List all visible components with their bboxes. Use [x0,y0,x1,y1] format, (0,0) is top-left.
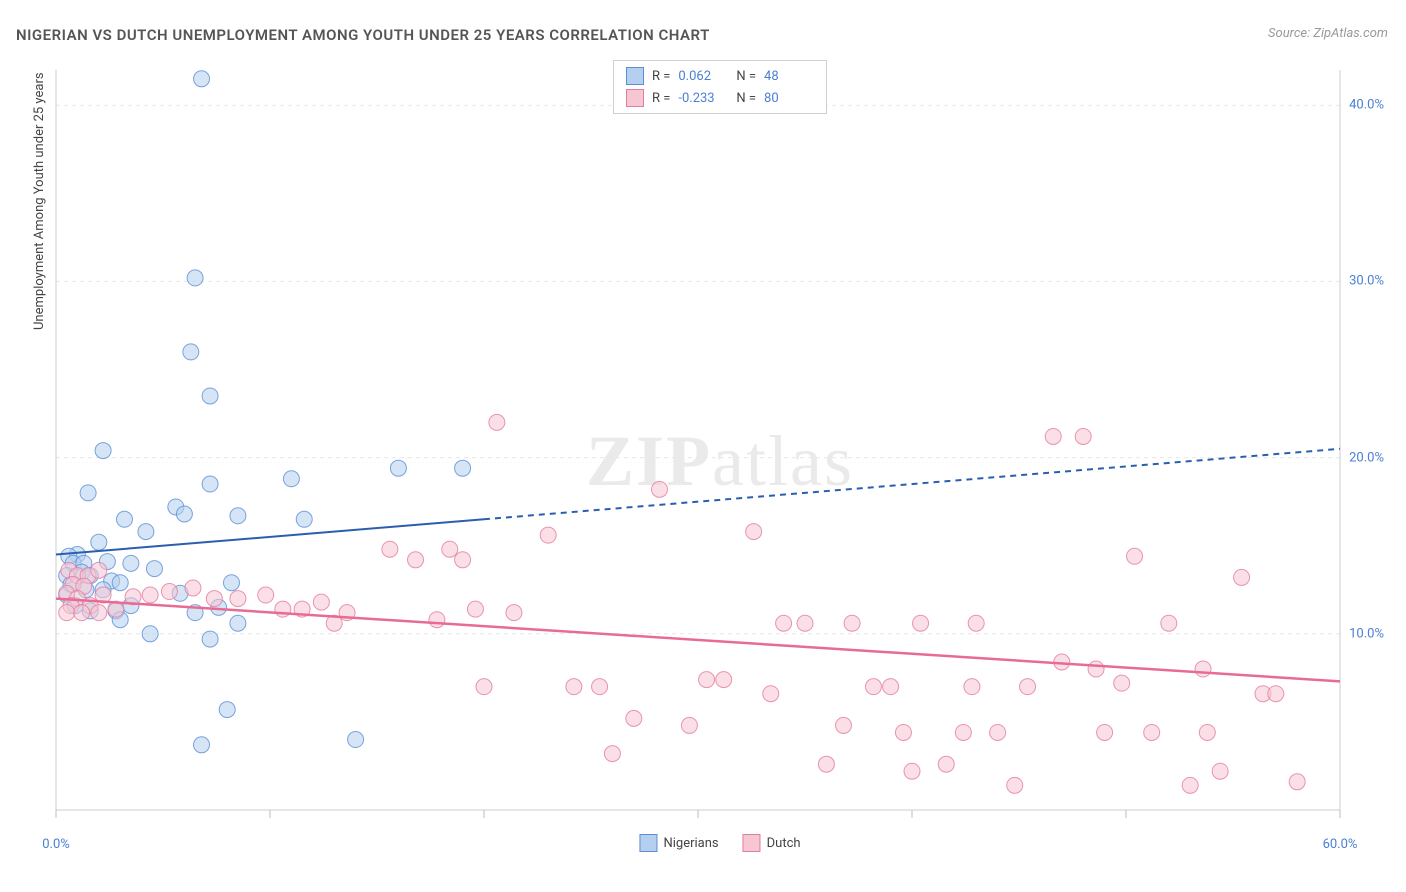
legend-item-1: Dutch [743,834,801,852]
stats-row-0: R = 0.062 N = 48 [626,65,814,87]
x-tick-label: 60.0% [1323,837,1358,852]
legend-label-0: Nigerians [663,836,718,851]
chart-title: NIGERIAN VS DUTCH UNEMPLOYMENT AMONG YOU… [16,26,710,44]
y-tick-label: 40.0% [1349,98,1384,113]
chart-svg [50,60,1390,830]
stats-r-label-1: R = [652,91,670,106]
x-tick-label: 0.0% [42,837,70,852]
legend-swatch-1 [743,834,761,852]
y-tick-label: 20.0% [1349,450,1384,465]
stats-row-1: R = -0.233 N = 80 [626,87,814,109]
stats-r-value-0: 0.062 [678,69,728,84]
stats-n-label-0: N = [736,69,756,84]
stats-n-value-0: 48 [764,69,814,84]
y-tick-label: 30.0% [1349,274,1384,289]
stats-n-label-1: N = [736,91,756,106]
bottom-legend: Nigerians Dutch [639,834,800,852]
stats-n-value-1: 80 [764,91,814,106]
legend-swatch-0 [639,834,657,852]
stats-r-value-1: -0.233 [678,91,728,106]
stats-swatch-1 [626,89,644,107]
stats-box: R = 0.062 N = 48 R = -0.233 N = 80 [613,60,827,114]
y-tick-label: 10.0% [1349,626,1384,641]
stats-r-label-0: R = [652,69,670,84]
stats-swatch-0 [626,67,644,85]
legend-item-0: Nigerians [639,834,718,852]
legend-label-1: Dutch [767,836,801,851]
chart-area: Unemployment Among Youth under 25 years … [50,60,1390,830]
y-axis-label: Unemployment Among Youth under 25 years [32,72,47,330]
source-attribution: Source: ZipAtlas.com [1268,26,1388,41]
